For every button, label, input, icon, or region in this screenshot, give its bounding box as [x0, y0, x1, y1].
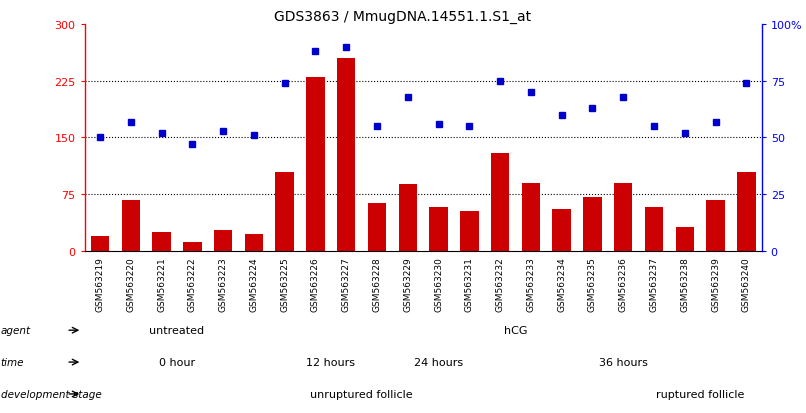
Text: GSM563225: GSM563225 [280, 256, 289, 311]
Text: 0 hour: 0 hour [159, 357, 195, 367]
Bar [737, 172, 755, 252]
Text: GSM563227: GSM563227 [342, 256, 351, 311]
Text: GSM563224: GSM563224 [249, 256, 259, 311]
Bar [614, 183, 633, 252]
Text: unruptured follicle: unruptured follicle [310, 389, 413, 399]
Bar [430, 208, 448, 252]
Text: GSM563223: GSM563223 [218, 256, 227, 311]
Bar [91, 236, 110, 252]
Text: GSM563236: GSM563236 [619, 256, 628, 311]
Bar [368, 204, 386, 252]
Text: agent: agent [1, 325, 31, 335]
Text: GDS3863 / MmugDNA.14551.1.S1_at: GDS3863 / MmugDNA.14551.1.S1_at [274, 10, 532, 24]
Text: time: time [1, 357, 24, 367]
Bar [675, 227, 694, 252]
Bar [460, 211, 479, 252]
Text: GSM563226: GSM563226 [311, 256, 320, 311]
Text: GSM563230: GSM563230 [434, 256, 443, 311]
Text: GSM563232: GSM563232 [496, 256, 505, 311]
Bar [706, 200, 725, 252]
Bar [337, 59, 355, 252]
Bar [306, 78, 325, 252]
Bar [645, 208, 663, 252]
Text: GSM563234: GSM563234 [557, 256, 566, 311]
Text: 24 hours: 24 hours [414, 357, 463, 367]
Bar [398, 185, 417, 252]
Bar [491, 153, 509, 252]
Text: GSM563238: GSM563238 [680, 256, 689, 311]
Bar [152, 233, 171, 252]
Bar [521, 183, 540, 252]
Text: hCG: hCG [504, 325, 527, 335]
Text: untreated: untreated [149, 325, 205, 335]
Text: GSM563233: GSM563233 [526, 256, 535, 311]
Text: GSM563221: GSM563221 [157, 256, 166, 311]
Text: GSM563235: GSM563235 [588, 256, 597, 311]
Text: ruptured follicle: ruptured follicle [656, 389, 744, 399]
Text: GSM563237: GSM563237 [650, 256, 659, 311]
Bar [214, 230, 232, 252]
Text: 12 hours: 12 hours [306, 357, 355, 367]
Text: GSM563219: GSM563219 [96, 256, 105, 311]
Bar [584, 197, 601, 252]
Text: GSM563229: GSM563229 [403, 256, 412, 311]
Text: GSM563222: GSM563222 [188, 256, 197, 311]
Bar [122, 200, 140, 252]
Bar [552, 210, 571, 252]
Text: GSM563240: GSM563240 [742, 256, 750, 311]
Text: GSM563220: GSM563220 [127, 256, 135, 311]
Bar [183, 242, 202, 252]
Text: GSM563239: GSM563239 [711, 256, 720, 311]
Text: GSM563231: GSM563231 [465, 256, 474, 311]
Text: development stage: development stage [1, 389, 102, 399]
Bar [276, 172, 294, 252]
Bar [245, 235, 263, 252]
Text: 36 hours: 36 hours [599, 357, 648, 367]
Text: GSM563228: GSM563228 [372, 256, 381, 311]
